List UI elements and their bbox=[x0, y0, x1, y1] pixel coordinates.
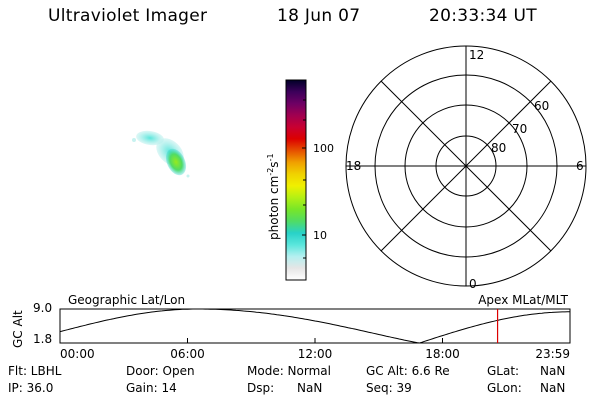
aurora-speck bbox=[186, 174, 190, 178]
colorbar: 100 10 photon cm-2s-1 bbox=[266, 79, 334, 281]
orbit-x-tick-label: 18:00 bbox=[425, 347, 460, 361]
orbit-right-label: Apex MLat/MLT bbox=[478, 293, 568, 307]
polar-grid bbox=[345, 45, 587, 287]
orbit-x-ticks: 00:00 06:00 12:00 18:00 23:59 bbox=[59, 338, 571, 361]
lat-label-80: 80 bbox=[491, 141, 506, 155]
header-time: 20:33:34 UT bbox=[429, 6, 537, 26]
orbit-x-tick-label: 06:00 bbox=[170, 347, 205, 361]
orbit-y-top: 9.0 bbox=[33, 301, 52, 315]
filter-info: Flt: LBHL bbox=[8, 364, 62, 378]
header-date: 18 Jun 07 bbox=[277, 6, 361, 26]
glat-value: NaN bbox=[540, 364, 566, 378]
orbit-x-tick-label: 12:00 bbox=[298, 347, 333, 361]
ip-info: IP: 36.0 bbox=[8, 381, 54, 395]
lat-label-60: 60 bbox=[534, 99, 549, 113]
colorbar-label: photon cm-2s-1 bbox=[266, 153, 281, 240]
orbit-y-bottom: 1.8 bbox=[33, 332, 52, 346]
polar-diagonal bbox=[380, 80, 552, 252]
polar-labels: 12 18 6 0 60 70 80 bbox=[346, 48, 584, 291]
auroral-image bbox=[132, 130, 190, 178]
seq-info: Seq: 39 bbox=[366, 381, 412, 395]
dsp-value: NaN bbox=[297, 381, 323, 395]
orbit-x-tick-label: 23:59 bbox=[535, 347, 570, 361]
colorbar-tick-label-10: 10 bbox=[313, 229, 327, 242]
glat-label: GLat: bbox=[487, 364, 520, 378]
aurora-emission-outer bbox=[136, 130, 164, 146]
mlt-label-12: 12 bbox=[469, 48, 484, 62]
dsp-label: Dsp: bbox=[247, 381, 275, 395]
aurora-emission-core bbox=[165, 148, 187, 176]
colorbar-tick-label-100: 100 bbox=[313, 142, 334, 155]
gc-alt-info: GC Alt: 6.6 Re bbox=[366, 364, 450, 378]
mlt-label-0: 0 bbox=[469, 277, 477, 291]
glon-value: NaN bbox=[540, 381, 566, 395]
header-title: Ultraviolet Imager bbox=[48, 6, 208, 26]
orbit-axis-label: GC Alt bbox=[11, 310, 25, 348]
mlt-label-6: 6 bbox=[576, 159, 584, 173]
door-info: Door: Open bbox=[126, 364, 195, 378]
glon-label: GLon: bbox=[487, 381, 522, 395]
lat-label-70: 70 bbox=[512, 122, 527, 136]
aurora-speck bbox=[132, 138, 136, 142]
orbit-plot: Geographic Lat/Lon Apex MLat/MLT 9.0 1.8… bbox=[11, 293, 571, 361]
mlt-label-18: 18 bbox=[346, 159, 361, 173]
gain-info: Gain: 14 bbox=[126, 381, 177, 395]
orbit-x-tick-label: 00:00 bbox=[60, 347, 95, 361]
orbit-altitude-curve bbox=[59, 308, 570, 344]
orbit-left-label: Geographic Lat/Lon bbox=[68, 293, 185, 307]
mode-info: Mode: Normal bbox=[247, 364, 331, 378]
